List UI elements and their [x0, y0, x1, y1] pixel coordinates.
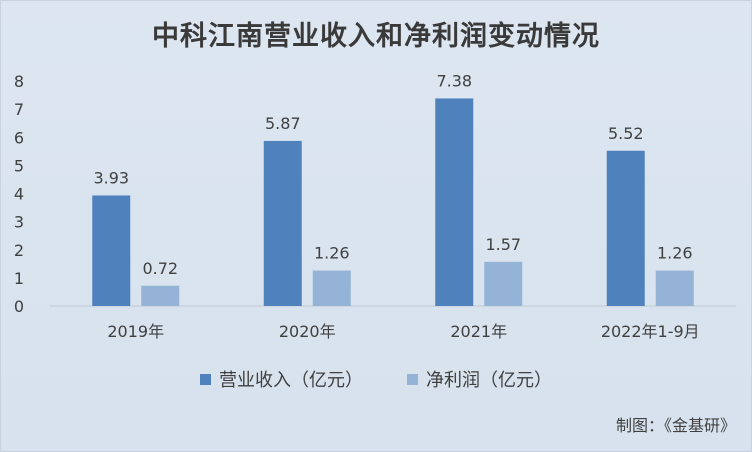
bar [435, 98, 474, 306]
legend-label-net-profit: 净利润（亿元） [426, 370, 552, 391]
data-label: 7.38 [436, 71, 472, 90]
y-tick-label: 3 [14, 213, 24, 232]
legend-swatch-revenue [200, 373, 211, 385]
bar [141, 285, 180, 306]
y-tick-label: 8 [14, 72, 24, 91]
legend-item-net-profit: 净利润（亿元） [407, 366, 552, 392]
y-tick-label: 7 [14, 100, 24, 119]
bar [263, 140, 302, 306]
y-tick-label: 1 [14, 269, 24, 288]
y-tick-label: 5 [14, 156, 24, 175]
data-label: 3.93 [93, 168, 129, 187]
data-label: 0.72 [142, 259, 178, 278]
bar [92, 195, 131, 306]
y-tick-label: 0 [14, 297, 24, 316]
data-label: 1.26 [314, 244, 350, 263]
data-label: 5.87 [265, 114, 301, 133]
legend-label-revenue: 营业收入（亿元） [219, 370, 363, 391]
x-tick-label: 2022年1-9月 [601, 322, 700, 341]
x-tick-label: 2021年 [450, 322, 507, 341]
bar [606, 150, 645, 306]
bar [312, 270, 351, 306]
source-note: 制图：《金基研》 [615, 416, 736, 435]
data-label: 5.52 [608, 124, 644, 143]
data-label: 1.57 [485, 235, 521, 254]
y-tick-label: 2 [14, 241, 24, 260]
chart-title: 中科江南营业收入和净利润变动情况 [152, 21, 600, 52]
bar [655, 270, 694, 306]
data-label: 1.26 [657, 244, 693, 263]
chart-legend: 营业收入（亿元） 净利润（亿元） [0, 366, 752, 392]
x-tick-label: 2019年 [107, 322, 164, 341]
legend-swatch-net-profit [407, 373, 418, 385]
y-tick-label: 4 [14, 185, 24, 204]
x-tick-label: 2020年 [279, 322, 336, 341]
bar [484, 261, 523, 306]
y-tick-label: 6 [14, 128, 24, 147]
legend-item-revenue: 营业收入（亿元） [200, 366, 363, 392]
